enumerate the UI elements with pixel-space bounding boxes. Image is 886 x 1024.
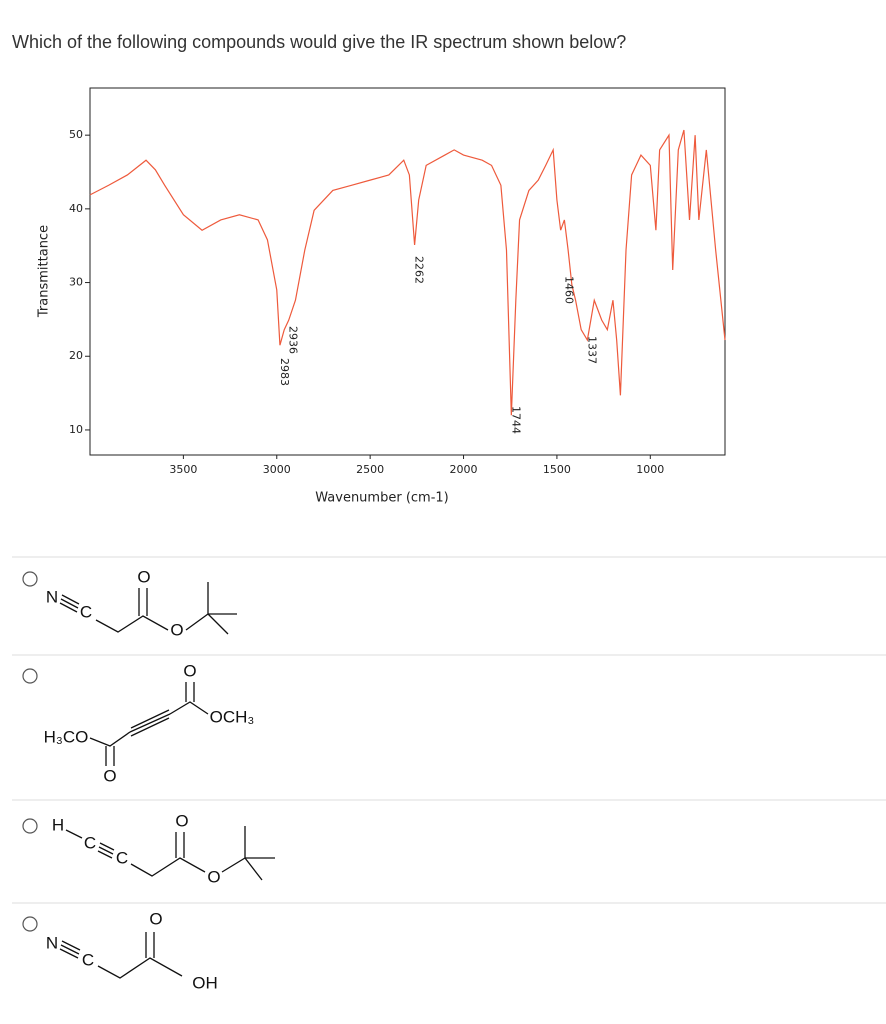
- radio[interactable]: [22, 571, 38, 587]
- x-tick-label: 3000: [263, 463, 291, 476]
- x-axis-label: Wavenumber (cm-1): [315, 491, 448, 506]
- y-tick-label: 10: [69, 423, 83, 436]
- peak-label: 1460: [562, 276, 575, 304]
- atom: O: [137, 567, 150, 586]
- atom: O: [175, 811, 188, 830]
- atom: C: [80, 602, 92, 621]
- y-tick-label: 30: [69, 276, 83, 289]
- atom: N: [46, 587, 58, 606]
- y-tick-label: 50: [69, 128, 83, 141]
- y-tick-label: 40: [69, 202, 83, 215]
- peak-label: 1337: [585, 336, 598, 364]
- peak-label: 2936: [287, 326, 300, 354]
- structure: H C C O O: [52, 811, 275, 886]
- spectrum-line: [89, 129, 726, 416]
- plot-frame: [89, 87, 726, 456]
- x-tick-label: 2500: [356, 463, 384, 476]
- peak-label: 1744: [509, 406, 522, 434]
- atom: O: [207, 867, 220, 886]
- radio[interactable]: [22, 818, 38, 834]
- atom: N: [46, 933, 58, 952]
- atom: C: [84, 833, 96, 852]
- atom: O: [149, 909, 162, 928]
- x-tick-label: 2000: [450, 463, 478, 476]
- atom: O: [183, 661, 196, 680]
- x-tick-label: 3500: [169, 463, 197, 476]
- structure: N C O O: [46, 567, 237, 639]
- atom: C: [82, 950, 94, 969]
- radio[interactable]: [22, 916, 38, 932]
- structure: N C O OH: [46, 909, 218, 992]
- question: Which of the following compounds would g…: [12, 32, 627, 52]
- atom: OH: [192, 973, 218, 992]
- atom: H: [52, 815, 64, 834]
- atom: O: [170, 620, 183, 639]
- atom: H₃CO: [44, 727, 89, 746]
- y-tick-label: 20: [69, 349, 83, 362]
- atom: O: [103, 766, 116, 785]
- atom: OCH₃: [210, 707, 255, 726]
- structure: H₃CO O O OCH₃: [44, 661, 255, 785]
- peak-label: 2262: [413, 256, 426, 284]
- x-tick-label: 1500: [543, 463, 571, 476]
- peak-label: 2983: [278, 358, 291, 386]
- radio[interactable]: [22, 668, 38, 684]
- atom: C: [116, 848, 128, 867]
- x-tick-label: 1000: [636, 463, 664, 476]
- y-axis-label: Transmittance: [37, 225, 52, 318]
